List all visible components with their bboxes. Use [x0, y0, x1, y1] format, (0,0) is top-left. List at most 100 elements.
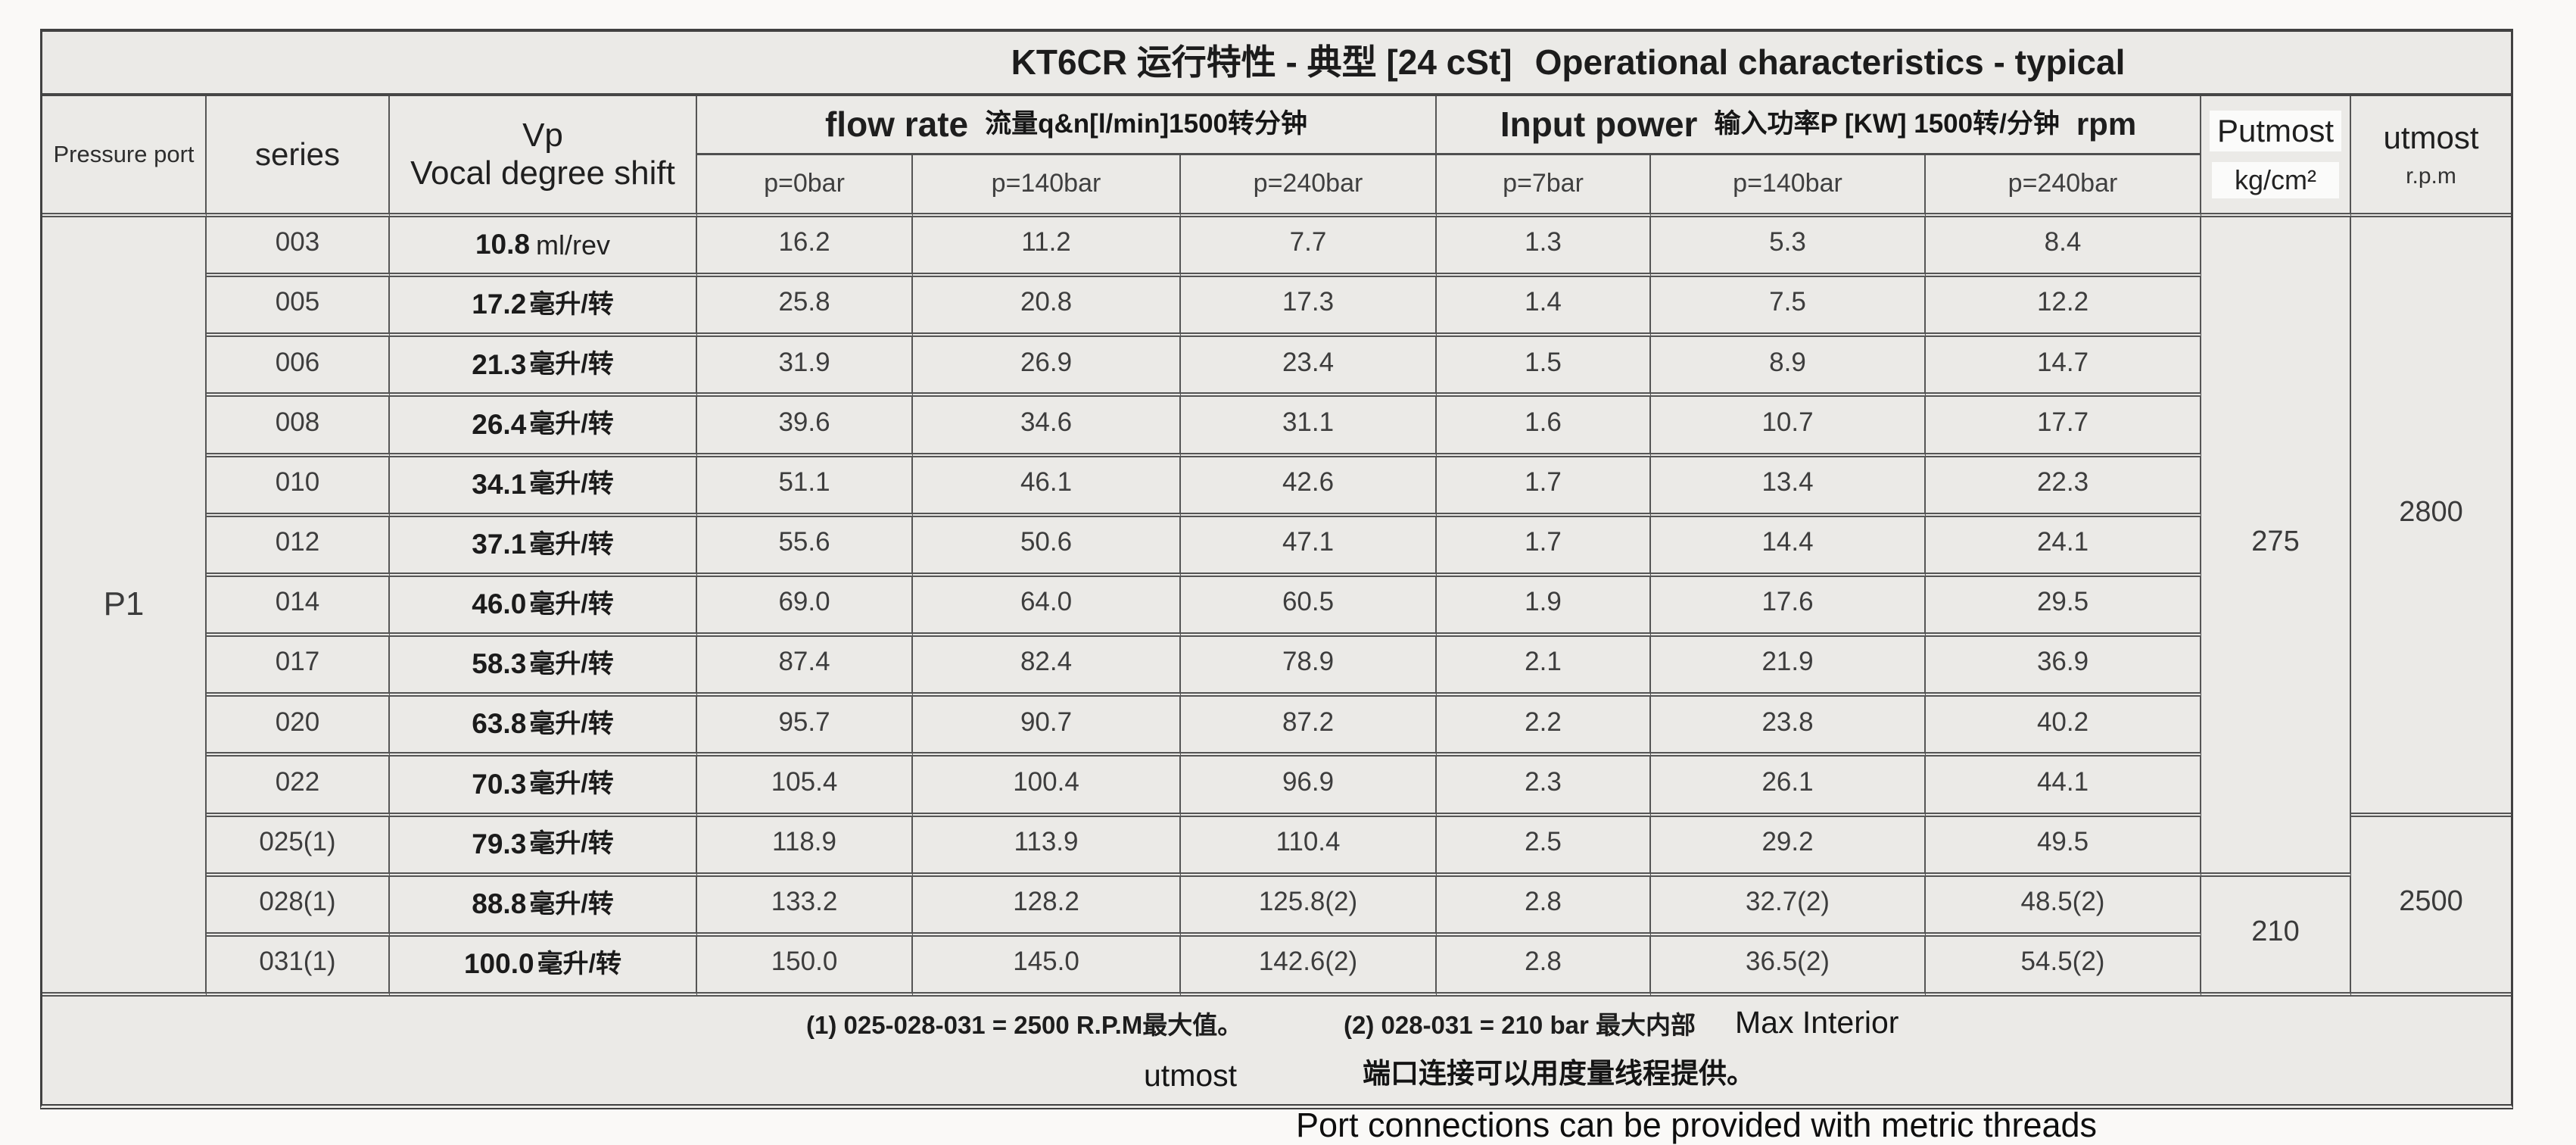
power-value-cell: 44.1	[1926, 757, 2201, 817]
vp-unit: 毫升/转	[529, 829, 614, 859]
header-power-p240bar: p=240bar	[1926, 155, 2201, 217]
vp-value: 88.8	[472, 888, 527, 919]
header-input-power-en: Input power	[1500, 105, 1698, 145]
vp-value: 21.3	[472, 348, 527, 380]
header-putmost-label: Putmost	[2209, 111, 2342, 152]
flow-value-cell: 26.9	[913, 337, 1181, 398]
header-power-p140bar: p=140bar	[1651, 155, 1926, 217]
vp-cell: 26.4 毫升/转	[390, 397, 697, 457]
vp-value: 26.4	[472, 408, 527, 440]
series-cell: 008	[207, 397, 390, 457]
vp-unit: 毫升/转	[529, 290, 614, 320]
power-value-cell: 13.4	[1651, 457, 1926, 517]
power-value-cell: 2.1	[1437, 637, 1651, 697]
header-flow-rate-en: flow rate	[824, 105, 969, 145]
flow-value-cell: 31.1	[1181, 397, 1437, 457]
header-series: series	[207, 96, 390, 217]
putmost-value: 275	[2201, 217, 2351, 877]
vp-cell: 34.1 毫升/转	[390, 457, 697, 517]
utmost-value: 2800	[2351, 217, 2511, 817]
flow-value-cell: 55.6	[697, 516, 913, 577]
flow-value-cell: 51.1	[697, 457, 913, 517]
header-utmost-unit: r.p.m	[2406, 163, 2456, 189]
power-value-cell: 7.5	[1651, 277, 1926, 338]
header-flow-p240bar: p=240bar	[1181, 155, 1437, 217]
flow-value-cell: 125.8(2)	[1181, 876, 1437, 937]
operational-characteristics-table: KT6CR 运行特性 - 典型 [24 cSt] Operational cha…	[40, 29, 2513, 1109]
vp-cell: 79.3 毫升/转	[390, 816, 697, 877]
power-value-cell: 14.7	[1926, 337, 2201, 398]
power-value-cell: 2.2	[1437, 697, 1651, 757]
vp-value: 70.3	[472, 768, 527, 800]
vp-unit: 毫升/转	[529, 889, 614, 919]
power-value-cell: 1.3	[1437, 217, 1651, 278]
flow-value-cell: 96.9	[1181, 757, 1437, 817]
power-value-cell: 8.4	[1926, 217, 2201, 278]
flow-value-cell: 69.0	[697, 576, 913, 638]
vp-unit: 毫升/转	[537, 949, 622, 978]
vp-value: 37.1	[472, 529, 527, 560]
power-value-cell: 8.9	[1651, 337, 1926, 398]
vp-cell: 46.0 毫升/转	[390, 576, 697, 638]
max-interior-label: Max Interior	[1735, 1005, 1899, 1040]
footnote-1: (1) 025-028-031 = 2500 R.P.M最大值。	[806, 1011, 1243, 1039]
power-value-cell: 40.2	[1926, 697, 2201, 757]
flow-value-cell: 128.2	[913, 876, 1181, 937]
vp-cell: 17.2 毫升/转	[390, 277, 697, 338]
vp-value: 17.2	[472, 289, 527, 320]
power-value-cell: 54.5(2)	[1926, 936, 2201, 997]
putmost-value: 210	[2201, 876, 2351, 997]
vp-unit: 毫升/转	[529, 470, 614, 499]
port-note-en: Port connections can be provided with me…	[1296, 1106, 2098, 1144]
power-value-cell: 17.6	[1651, 576, 1926, 638]
vp-unit: 毫升/转	[529, 589, 614, 619]
footnote-2: (2) 028-031 = 210 bar 最大内部	[1344, 1011, 1696, 1039]
flow-value-cell: 16.2	[697, 217, 913, 278]
flow-value-cell: 87.2	[1181, 697, 1437, 757]
flow-value-cell: 78.9	[1181, 637, 1437, 697]
header-putmost-unit: kg/cm²	[2212, 162, 2339, 198]
series-cell: 022	[207, 757, 390, 817]
flow-value-cell: 113.9	[913, 816, 1181, 877]
vp-unit: 毫升/转	[529, 649, 614, 679]
power-value-cell: 49.5	[1926, 816, 2201, 877]
series-cell: 003	[207, 217, 390, 278]
power-value-cell: 23.8	[1651, 697, 1926, 757]
flow-value-cell: 46.1	[913, 457, 1181, 517]
series-cell: 006	[207, 337, 390, 398]
vp-value: 46.0	[472, 588, 527, 620]
vp-unit: 毫升/转	[529, 769, 614, 799]
vp-cell: 88.8 毫升/转	[390, 876, 697, 937]
header-putmost: Putmost kg/cm²	[2201, 96, 2351, 217]
header-utmost-label: utmost	[2383, 120, 2479, 156]
power-value-cell: 36.5(2)	[1651, 936, 1926, 997]
flow-value-cell: 133.2	[697, 876, 913, 937]
header-flow-p0bar: p=0bar	[697, 155, 913, 217]
vp-value: 58.3	[472, 648, 527, 680]
series-cell: 028(1)	[207, 876, 390, 937]
power-value-cell: 21.9	[1651, 637, 1926, 697]
power-value-cell: 17.7	[1926, 397, 2201, 457]
flow-value-cell: 95.7	[697, 697, 913, 757]
flow-value-cell: 105.4	[697, 757, 913, 817]
power-value-cell: 1.4	[1437, 277, 1651, 338]
flow-value-cell: 90.7	[913, 697, 1181, 757]
power-value-cell: 14.4	[1651, 516, 1926, 577]
power-value-cell: 2.3	[1437, 757, 1651, 817]
flow-value-cell: 31.9	[697, 337, 913, 398]
flow-value-cell: 110.4	[1181, 816, 1437, 877]
power-value-cell: 1.7	[1437, 457, 1651, 517]
vp-cell: 10.8 ml/rev	[390, 217, 697, 278]
flow-value-cell: 150.0	[697, 936, 913, 997]
flow-value-cell: 87.4	[697, 637, 913, 697]
series-cell: 005	[207, 277, 390, 338]
power-value-cell: 36.9	[1926, 637, 2201, 697]
series-cell: 020	[207, 697, 390, 757]
power-value-cell: 26.1	[1651, 757, 1926, 817]
series-cell: 031(1)	[207, 936, 390, 997]
flow-value-cell: 39.6	[697, 397, 913, 457]
flow-value-cell: 20.8	[913, 277, 1181, 338]
power-value-cell: 2.8	[1437, 876, 1651, 937]
flow-value-cell: 82.4	[913, 637, 1181, 697]
